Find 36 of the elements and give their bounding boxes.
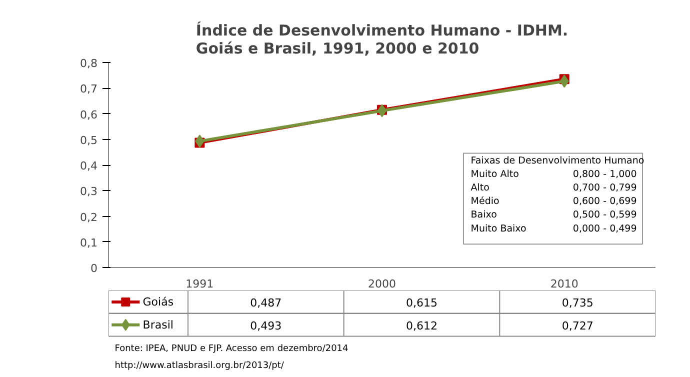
x-tick-label: 1991	[186, 278, 214, 290]
data-label: 0,493	[250, 319, 282, 332]
data-label: 0,487	[250, 296, 282, 310]
chart-title: Índice de Desenvolvimento Humano - IDHM. Goiás e Brasil, 1991, 2000 e 2010	[196, 22, 568, 58]
y-tick-label: 0,1	[80, 236, 98, 250]
annotation: 0,000 - 0,499	[572, 223, 637, 234]
annotation: Muito Alto	[470, 168, 520, 180]
data-label: 0,615	[406, 296, 438, 310]
annotation: Médio	[470, 196, 500, 208]
y-tick-label: 0,6	[80, 108, 98, 122]
y-tick-label: 0,2	[80, 210, 98, 224]
annotation: 0,700 - 0,799	[572, 182, 637, 194]
data-label: 0,612	[406, 319, 438, 332]
point	[560, 74, 569, 88]
text: http://www.atlasbrasil.org.br/2013/pt/	[114, 361, 285, 372]
annotation: 0,500 - 0,599	[572, 210, 637, 221]
annotation: Alto	[470, 182, 490, 194]
y-tick-label: 0,7	[80, 82, 98, 96]
data-label: 0,735	[562, 296, 594, 310]
annotation: Muito Baixo	[470, 223, 527, 234]
y-tick-label: 0,3	[80, 185, 98, 198]
y-tick-label: 0,5	[80, 134, 98, 147]
point	[195, 134, 204, 148]
legend-label: Goiás	[142, 295, 174, 308]
annotation: Faixas de Desenvolvimento Humano	[470, 155, 644, 166]
data-label: 0,727	[562, 319, 594, 332]
y-tick-label: 0,4	[80, 160, 98, 172]
x-tick-label: 2010	[550, 278, 578, 290]
source-note: Fonte: IPEA, PNUD e FJP. Acesso em dezembro/2014	[114, 344, 349, 354]
annotation: 0,600 - 0,699	[572, 196, 637, 208]
y-tick-label: 0,8	[80, 57, 98, 70]
y-tick-label: 0	[90, 262, 98, 275]
legend-label: Brasil	[142, 318, 174, 332]
annotation: Baixo	[470, 210, 498, 221]
annotation: 0,800 - 1,000	[572, 168, 637, 180]
x-tick-label: 2000	[368, 278, 396, 290]
